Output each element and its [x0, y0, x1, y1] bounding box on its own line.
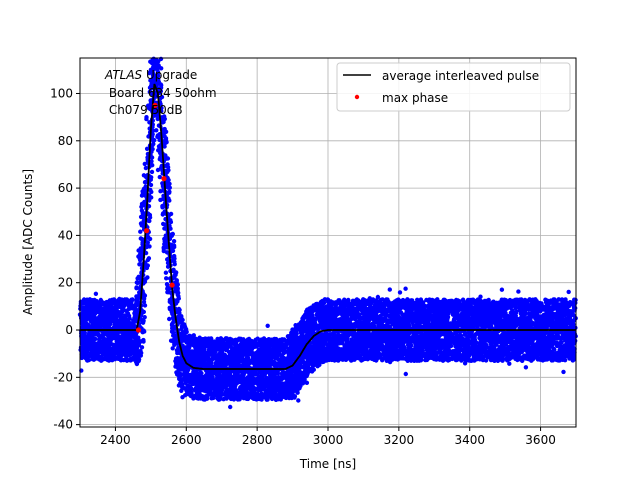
y-tick-label: 60	[58, 181, 73, 195]
x-tick-label: 3400	[454, 433, 485, 447]
y-tick-label: 40	[58, 228, 73, 242]
legend: average interleaved pulse max phase	[336, 62, 571, 112]
y-axis-ticks: -40 -20 0 20 40 60 80 100	[50, 86, 80, 432]
max-phase-point	[144, 228, 150, 234]
x-axis-ticks: 2400 2600 2800 3000 3200 3400 3600	[100, 427, 556, 447]
y-tick-label: 80	[58, 134, 73, 148]
y-tick-label: -40	[53, 418, 73, 432]
scatter-points	[77, 56, 578, 410]
annotation-line-3: Ch079 50dB	[105, 103, 183, 117]
y-tick-label: 0	[65, 323, 73, 337]
legend-marker-swatch	[354, 94, 360, 100]
y-tick-label: 100	[50, 86, 73, 100]
scatter-point-cloud	[77, 56, 578, 410]
x-axis-label: Time [ns]	[299, 457, 356, 471]
x-tick-label: 3600	[525, 433, 556, 447]
y-axis-label: Amplitude [ADC Counts]	[21, 169, 35, 315]
atlas-annotation: ATLAS Upgrade Board 634 50ohm Ch079 50dB	[104, 68, 217, 117]
x-tick-label: 3200	[384, 433, 415, 447]
grid-lines	[80, 58, 576, 427]
annotation-upgrade: Upgrade	[142, 68, 197, 82]
max-phase-point	[161, 176, 167, 182]
y-tick-label: -20	[53, 370, 73, 384]
x-tick-label: 2600	[171, 433, 202, 447]
annotation-atlas: ATLAS	[104, 68, 143, 82]
x-tick-label: 2800	[242, 433, 273, 447]
x-tick-label: 2400	[100, 433, 131, 447]
legend-label-max-phase: max phase	[382, 91, 448, 105]
max-phase-point	[152, 102, 158, 108]
x-tick-label: 3000	[313, 433, 344, 447]
max-phase-point	[169, 282, 175, 288]
max-phase-series	[135, 102, 175, 333]
annotation-line-1: ATLAS Upgrade	[104, 68, 197, 82]
y-tick-label: 20	[58, 276, 73, 290]
max-phase-point	[135, 327, 142, 333]
average-pulse-line	[80, 83, 576, 370]
average-pulse-series	[80, 83, 576, 370]
annotation-line-2: Board 634 50ohm	[105, 86, 217, 100]
legend-label-average: average interleaved pulse	[382, 69, 539, 83]
legend-box	[336, 62, 571, 112]
